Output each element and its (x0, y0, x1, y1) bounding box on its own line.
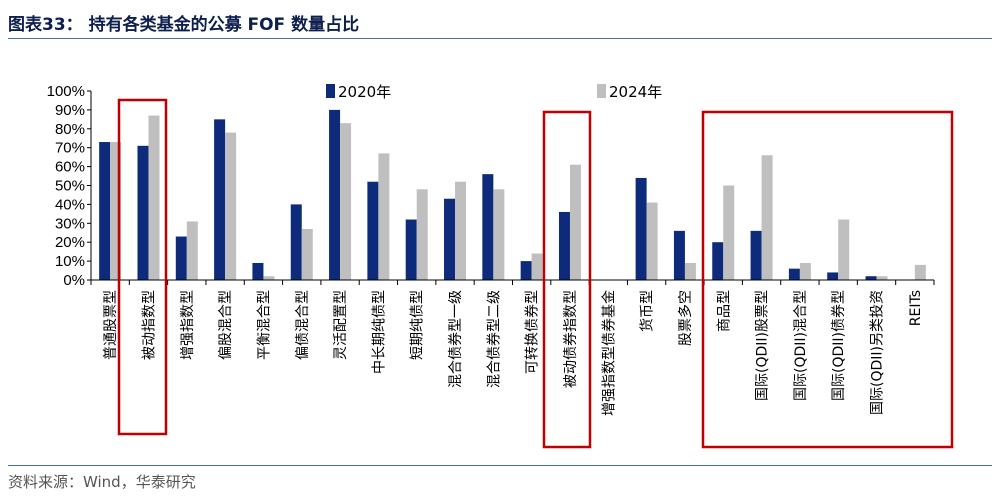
x-tick-label: 国际(QDII)混合型 (793, 290, 809, 401)
bar-series-a (827, 272, 839, 280)
source-note: 资料来源：Wind，华泰研究 (8, 473, 196, 491)
bar-series-a (99, 142, 111, 280)
bar-series-a (635, 177, 647, 280)
bar-series-a (290, 204, 302, 280)
bar-series-b (838, 219, 850, 280)
highlight-box (542, 110, 592, 449)
x-tick-label: 偏债混合型 (295, 290, 311, 360)
legend-swatch (326, 84, 335, 98)
y-tick-label: 80% (55, 121, 85, 138)
bar-series-b (225, 132, 237, 280)
bar-series-a (367, 181, 379, 280)
bar-series-b (263, 276, 275, 280)
y-tick-label: 10% (55, 253, 85, 270)
bar-series-b (723, 185, 735, 280)
x-tick-label: 股票多空 (677, 290, 694, 346)
bar-series-b (301, 228, 313, 280)
bar-series-a (405, 219, 417, 280)
bar-series-a (175, 236, 187, 280)
bar-series-b (569, 164, 581, 280)
legend-label: 2020年 (338, 83, 391, 101)
bar-series-a (750, 230, 762, 280)
figure-title: 图表33： 持有各类基金的公募 FOF 数量占比 (8, 15, 360, 35)
y-tick-label: 40% (55, 196, 85, 213)
bar-series-a (865, 276, 877, 280)
bar-series-b (876, 276, 888, 280)
highlight-box (701, 110, 954, 449)
title-rule (8, 38, 992, 39)
bar-series-a (673, 230, 685, 280)
y-tick-label: 30% (55, 215, 85, 232)
x-tick-label: 货币型 (639, 290, 656, 332)
bar-series-a (558, 211, 570, 280)
x-tick-label: 混合债券型一级 (448, 290, 464, 388)
bar-series-b (684, 262, 696, 280)
y-tick-label: 60% (55, 159, 85, 176)
x-tick-label: REITs (908, 290, 924, 326)
bar-series-b (493, 189, 505, 280)
x-tick-label: 增强指数型 (180, 290, 196, 360)
bar-series-b (186, 221, 198, 280)
x-tick-label: 被动债券指数型 (563, 290, 579, 388)
bar-series-a (788, 268, 800, 280)
y-tick-label: 70% (55, 140, 85, 157)
x-tick-label: 国际(QDII)股票型 (755, 290, 771, 401)
legend-swatch (597, 84, 606, 98)
y-tick-label: 20% (55, 234, 85, 251)
x-tick-label: 中长期纯债型 (371, 290, 387, 374)
y-tick-label: 90% (55, 102, 85, 119)
bar-series-b (148, 115, 160, 280)
x-tick-label: 混合债券型二级 (486, 290, 502, 388)
x-tick-label: 国际(QDII)债券型 (831, 290, 847, 401)
bar-series-a (137, 145, 149, 280)
y-tick-label: 100% (47, 83, 85, 100)
legend-label: 2024年 (609, 83, 662, 101)
highlight-box (117, 98, 168, 436)
bar-series-b (646, 202, 658, 280)
footer-rule (8, 465, 992, 466)
bar-series-a (520, 261, 532, 280)
bar-series-a (252, 262, 264, 280)
x-tick-label: 可转换债券型 (524, 290, 541, 374)
y-tick-label: 50% (55, 178, 85, 195)
x-tick-label: 偏股混合型 (218, 290, 234, 360)
bar-chart: 0% 10% 20% 30% 40%50% 60% 70% 80% 90% 100% 普通股票型 被动… (47, 83, 954, 449)
bar-series-b (799, 262, 811, 280)
bar-series-a (329, 109, 341, 281)
bar-series-b (416, 189, 428, 280)
bar-series-b (340, 123, 352, 280)
bar-series-a (214, 119, 226, 280)
y-tick-label: 0% (63, 272, 85, 289)
bar-series-b (378, 153, 390, 280)
x-tick-label: 灵活配置型 (333, 290, 349, 360)
bar-series-a (712, 242, 724, 280)
x-tick-label: 增强指数型债券基金 (600, 290, 617, 416)
x-tick-label: 被动指数型 (141, 290, 157, 360)
bar-series-b (455, 181, 467, 280)
x-tick-label: 普通股票型 (103, 290, 119, 360)
x-tick-label: 平衡混合型 (256, 290, 272, 360)
bar-series-b (531, 253, 543, 280)
bar-series-b (110, 142, 122, 280)
x-tick-label: 商品型 (716, 290, 732, 332)
bar-series-b (761, 155, 773, 280)
bar-series-a (482, 174, 494, 280)
bar-series-b (914, 264, 926, 280)
x-tick-label: 短期纯债型 (410, 290, 426, 360)
bar-series-a (444, 198, 456, 280)
x-tick-label: 国际(QDII)另类投资 (870, 290, 886, 415)
figure-header: 图表33： 持有各类基金的公募 FOF 数量占比 (0, 0, 1000, 40)
